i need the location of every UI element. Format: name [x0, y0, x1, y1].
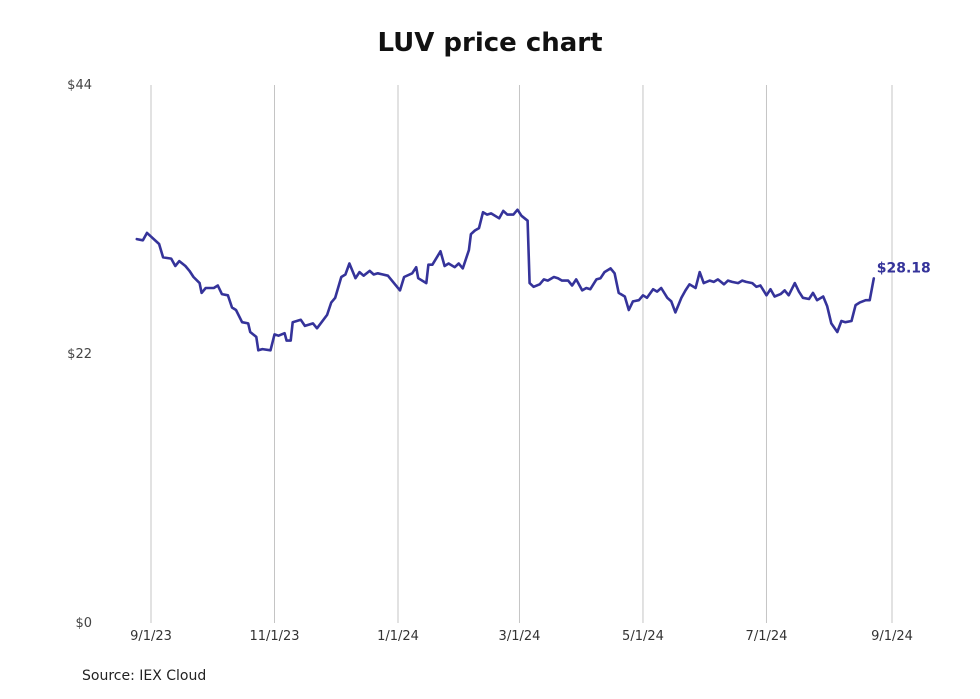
- x-tick-label: 9/1/24: [871, 629, 913, 644]
- last-price-label: $28.18: [877, 260, 931, 276]
- x-tick-label: 7/1/24: [746, 629, 788, 644]
- x-axis-ticks: 9/1/23 11/1/23 1/1/24 3/1/24 5/1/24 7/1/24 9/1…: [130, 629, 913, 644]
- x-tick-label: 5/1/24: [622, 629, 664, 644]
- annotations: $28.18: [877, 260, 931, 276]
- x-tick-label: 3/1/24: [499, 629, 541, 644]
- gridlines: [150, 85, 893, 623]
- price-line: [135, 208, 876, 352]
- x-tick-label: 11/1/23: [249, 629, 299, 644]
- source-note: Source: IEX Cloud: [82, 668, 207, 684]
- x-tick-label: 1/1/24: [377, 629, 419, 644]
- chart-title: LUV price chart: [377, 28, 603, 58]
- x-tick-label: 9/1/23: [130, 629, 172, 644]
- series: [135, 208, 876, 352]
- y-axis-ticks: $0 $22 $44: [67, 78, 92, 631]
- y-tick-label: $0: [75, 616, 92, 631]
- y-tick-label: $44: [67, 78, 92, 93]
- y-tick-label: $22: [67, 347, 92, 362]
